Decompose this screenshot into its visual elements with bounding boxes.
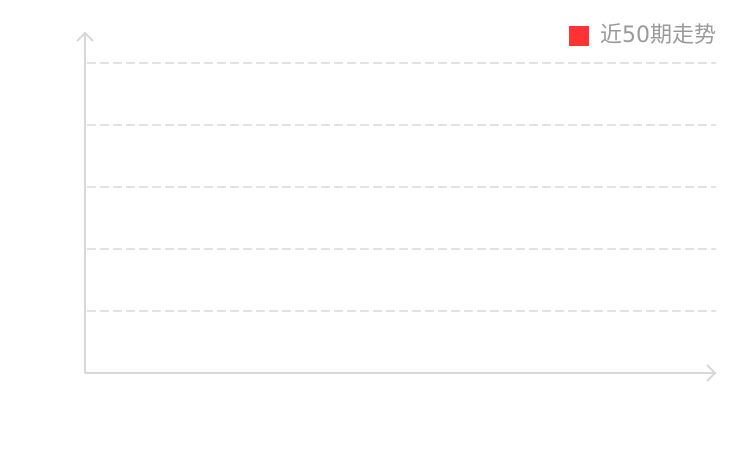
y-axis-arrow xyxy=(76,31,94,42)
legend-swatch xyxy=(569,26,589,46)
grid-lines xyxy=(87,62,716,312)
x-axis-arrow xyxy=(706,364,717,382)
axes xyxy=(76,31,717,382)
legend-label: 近50期走势 xyxy=(600,23,716,48)
legend: 近50期走势 xyxy=(569,22,716,50)
